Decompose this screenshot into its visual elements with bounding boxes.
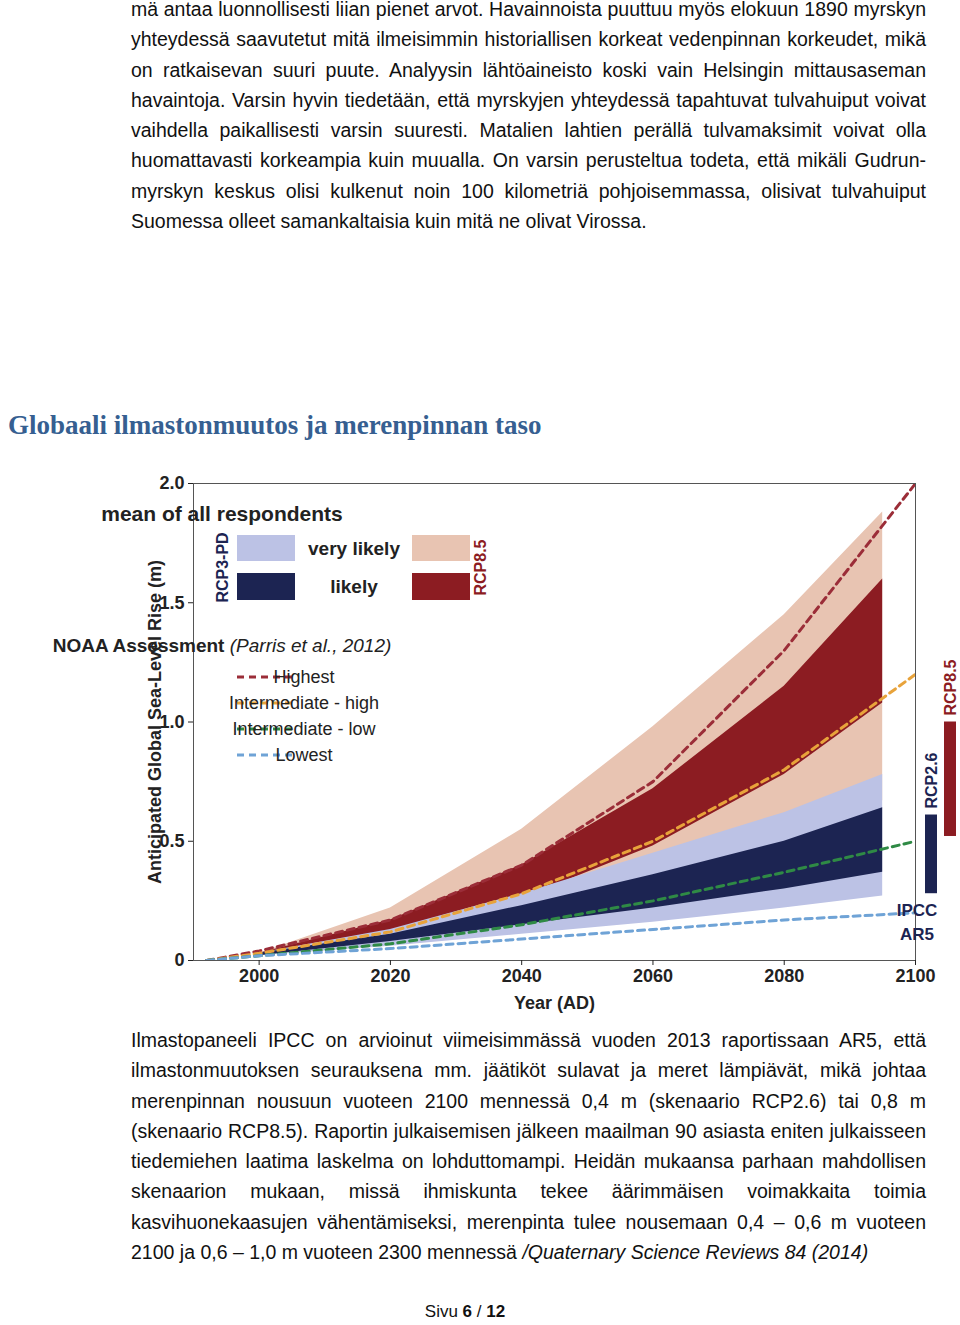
svg-text:1.5: 1.5: [159, 592, 185, 613]
html-text:Sivu 6 / 12: Sivu 6 / 12: [424, 1302, 506, 1321]
svg-text:0.5: 0.5: [159, 831, 185, 851]
svg-text:2100: 2100: [895, 966, 935, 986]
svg-text:0: 0: [174, 950, 184, 970]
svg-text:Anticipated Global Sea-Level R: Anticipated Global Sea-Level Rise (m): [145, 560, 165, 884]
svg-text:RCP8.5: RCP8.5: [472, 539, 489, 595]
html-text:Globaali ilmastonmuutos ja mer: Globaali ilmastonmuutos ja merenpinnan t…: [8, 410, 542, 440]
svg-text:2.0: 2.0: [159, 473, 184, 493]
svg-text:2000: 2000: [239, 966, 279, 986]
svg-text:2020: 2020: [370, 966, 410, 986]
svg-text:Intermediate - high: Intermediate - high: [229, 693, 379, 713]
svg-text:RCP3-PD: RCP3-PD: [214, 532, 231, 602]
svg-text:RCP8.5: RCP8.5: [942, 659, 959, 715]
svg-text:Intermediate - low: Intermediate - low: [232, 719, 376, 739]
svg-text:Year (AD): Year (AD): [514, 993, 595, 1013]
svg-text:2040: 2040: [502, 966, 542, 986]
svg-text:RCP2.6: RCP2.6: [923, 752, 940, 808]
svg-text:2080: 2080: [764, 966, 804, 986]
svg-text:AR5: AR5: [900, 925, 934, 944]
svg-text:very likely: very likely: [308, 538, 400, 559]
html-text:Ilmastopaneeli IPCC on arvioin: Ilmastopaneeli IPCC on arvioinut viimeis…: [131, 1029, 926, 1264]
svg-text:1.0: 1.0: [159, 711, 185, 732]
svg-text:Highest: Highest: [273, 667, 334, 687]
svg-text:likely: likely: [330, 576, 378, 597]
svg-text:IPCC: IPCC: [897, 901, 938, 920]
svg-text:mean of all respondents: mean of all respondents: [101, 502, 343, 525]
svg-text:Lowest: Lowest: [275, 745, 332, 765]
svg-text:2060: 2060: [633, 966, 673, 986]
svg-text:NOAA Assessment (Parris et al.: NOAA Assessment (Parris et al., 2012): [53, 635, 392, 656]
